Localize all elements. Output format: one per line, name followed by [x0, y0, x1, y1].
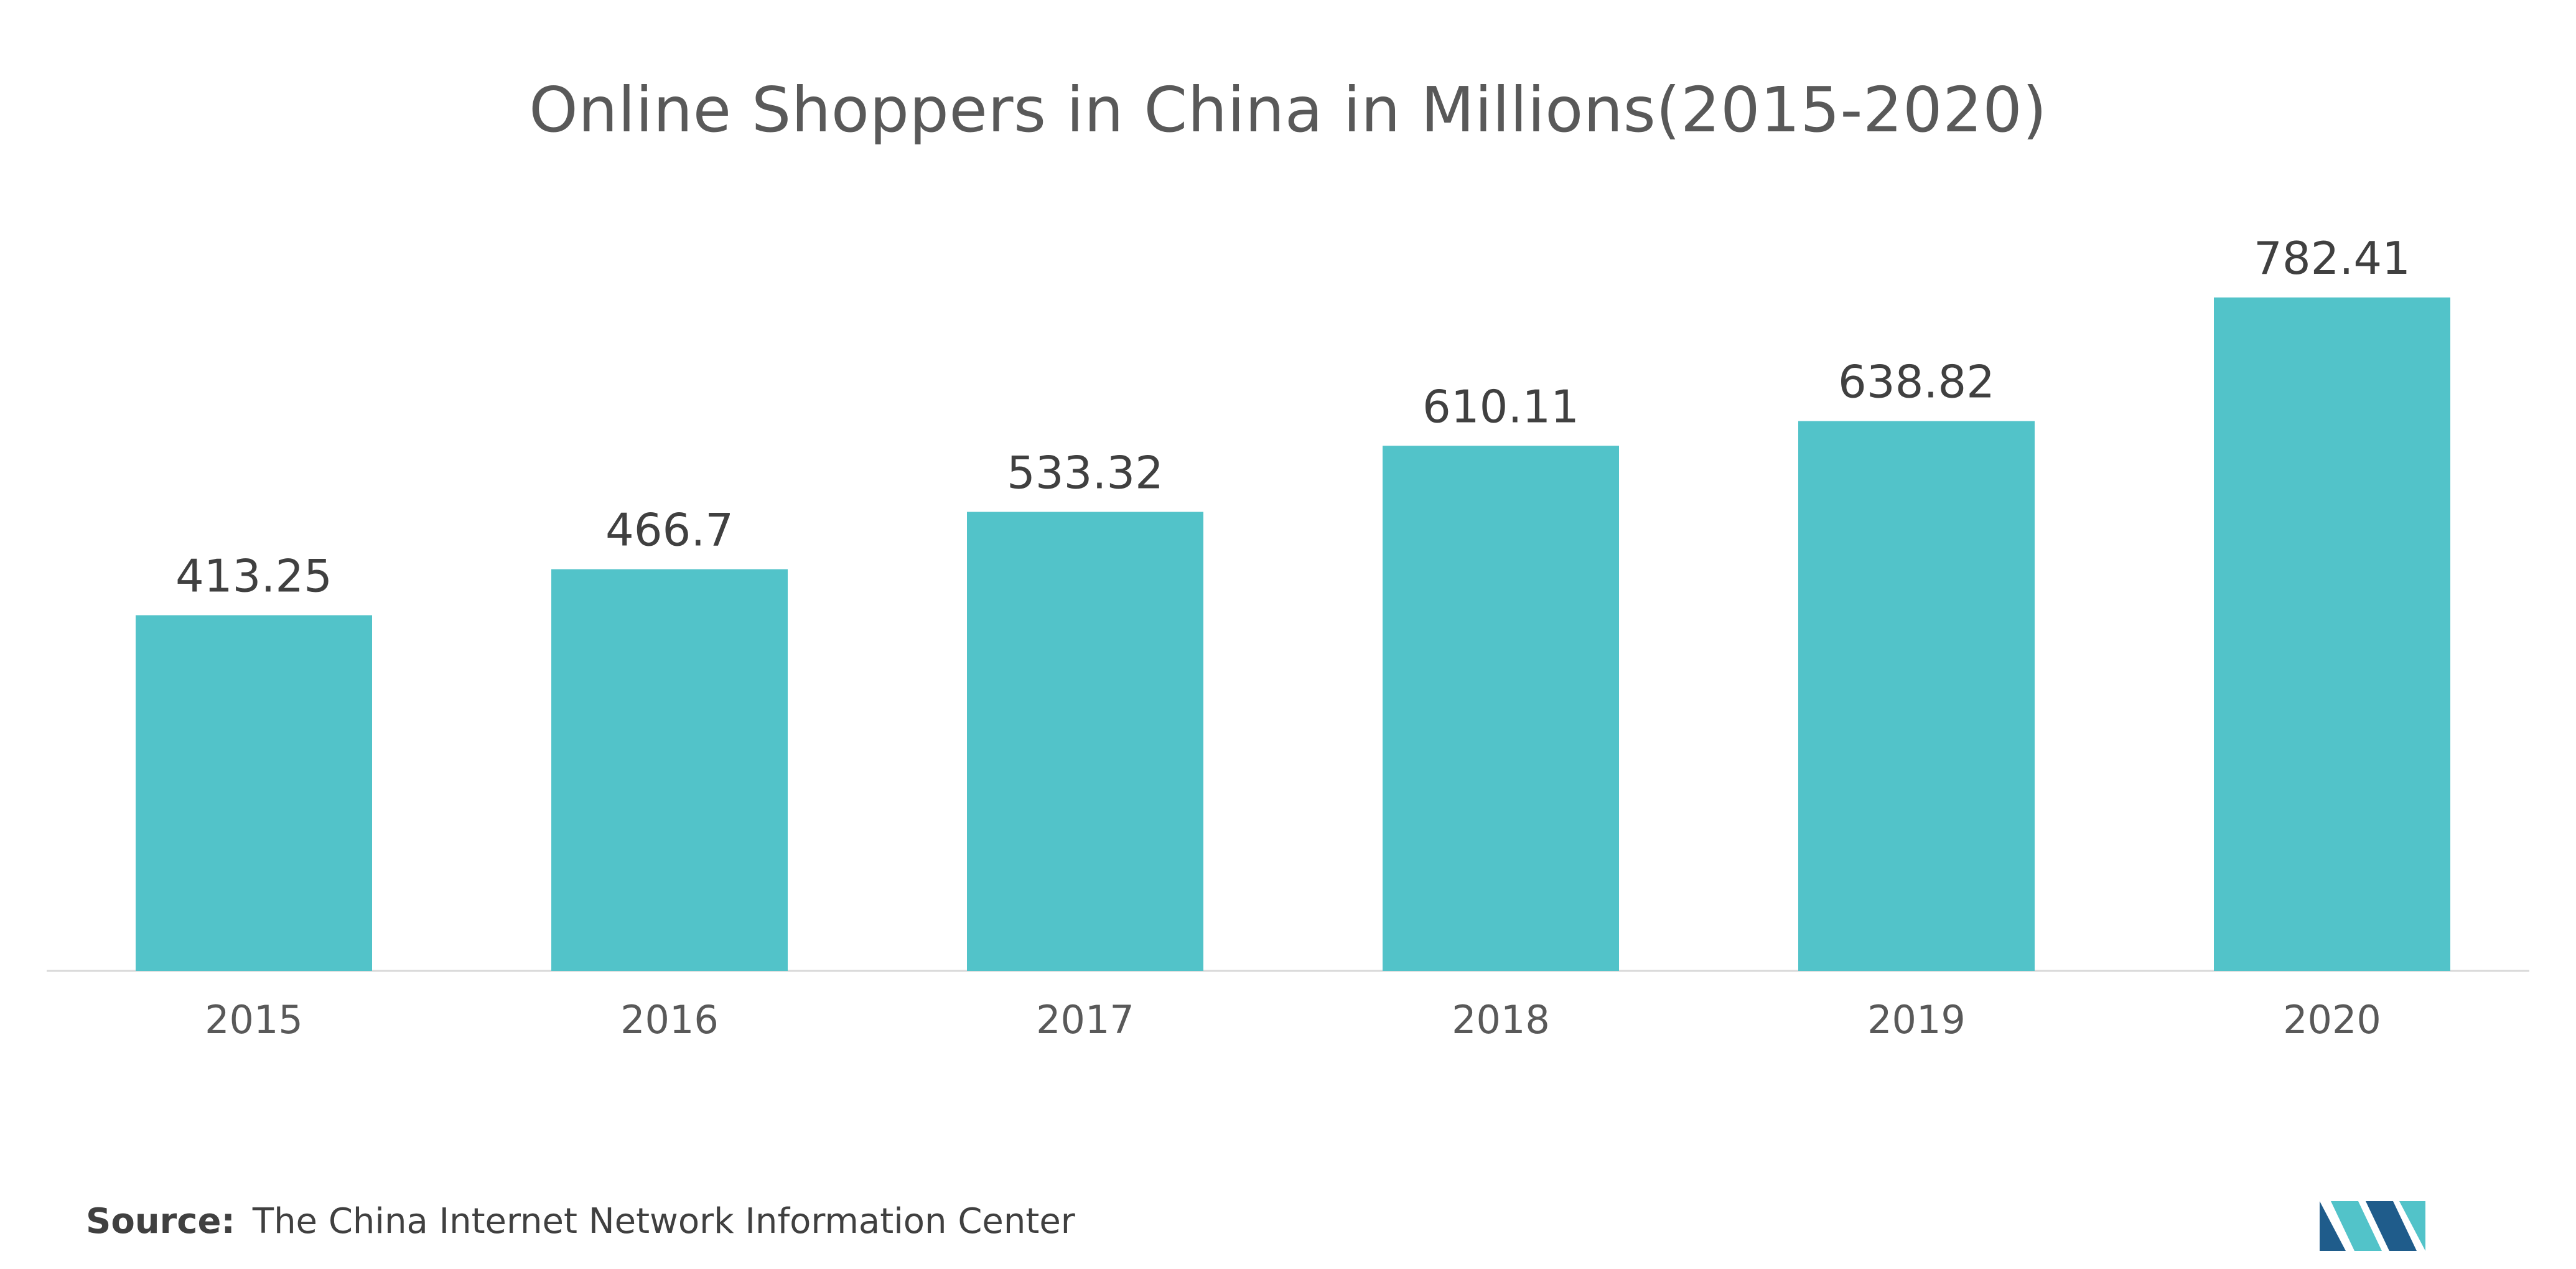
value-label-2017: 533.32 — [1007, 446, 1164, 499]
value-label-2019: 638.82 — [1838, 356, 1995, 408]
bars-group — [136, 297, 2450, 971]
mordor-intelligence-logo-icon — [2320, 1201, 2425, 1251]
value-label-2020: 782.41 — [2254, 232, 2410, 284]
x-tick-label-2019: 2019 — [1867, 997, 1966, 1042]
bar-2015 — [136, 615, 372, 971]
value-labels-group: 413.25 466.7 533.32 610.11 638.82 782.41 — [175, 232, 2410, 602]
value-label-2016: 466.7 — [605, 504, 734, 556]
source-note: Source: The China Internet Network Inform… — [86, 1201, 1075, 1242]
x-tick-label-2018: 2018 — [1452, 997, 1550, 1042]
bar-2018 — [1383, 446, 1619, 971]
bar-2016 — [551, 569, 788, 971]
value-label-2018: 610.11 — [1422, 380, 1579, 433]
chart-title: Online Shoppers in China in Millions(201… — [529, 73, 2047, 146]
source-text: The China Internet Network Information C… — [252, 1201, 1075, 1242]
bar-2020 — [2214, 297, 2450, 971]
source-label: Source: — [86, 1201, 235, 1242]
bar-2017 — [967, 512, 1203, 971]
value-label-2015: 413.25 — [175, 550, 332, 602]
x-tick-label-2017: 2017 — [1036, 997, 1134, 1042]
x-tick-label-2020: 2020 — [2283, 997, 2381, 1042]
bar-2019 — [1798, 421, 2035, 971]
x-tick-label-2016: 2016 — [620, 997, 719, 1042]
x-tick-label-2015: 2015 — [205, 997, 303, 1042]
x-tick-labels-group: 2015 2016 2017 2018 2019 2020 — [205, 997, 2381, 1042]
